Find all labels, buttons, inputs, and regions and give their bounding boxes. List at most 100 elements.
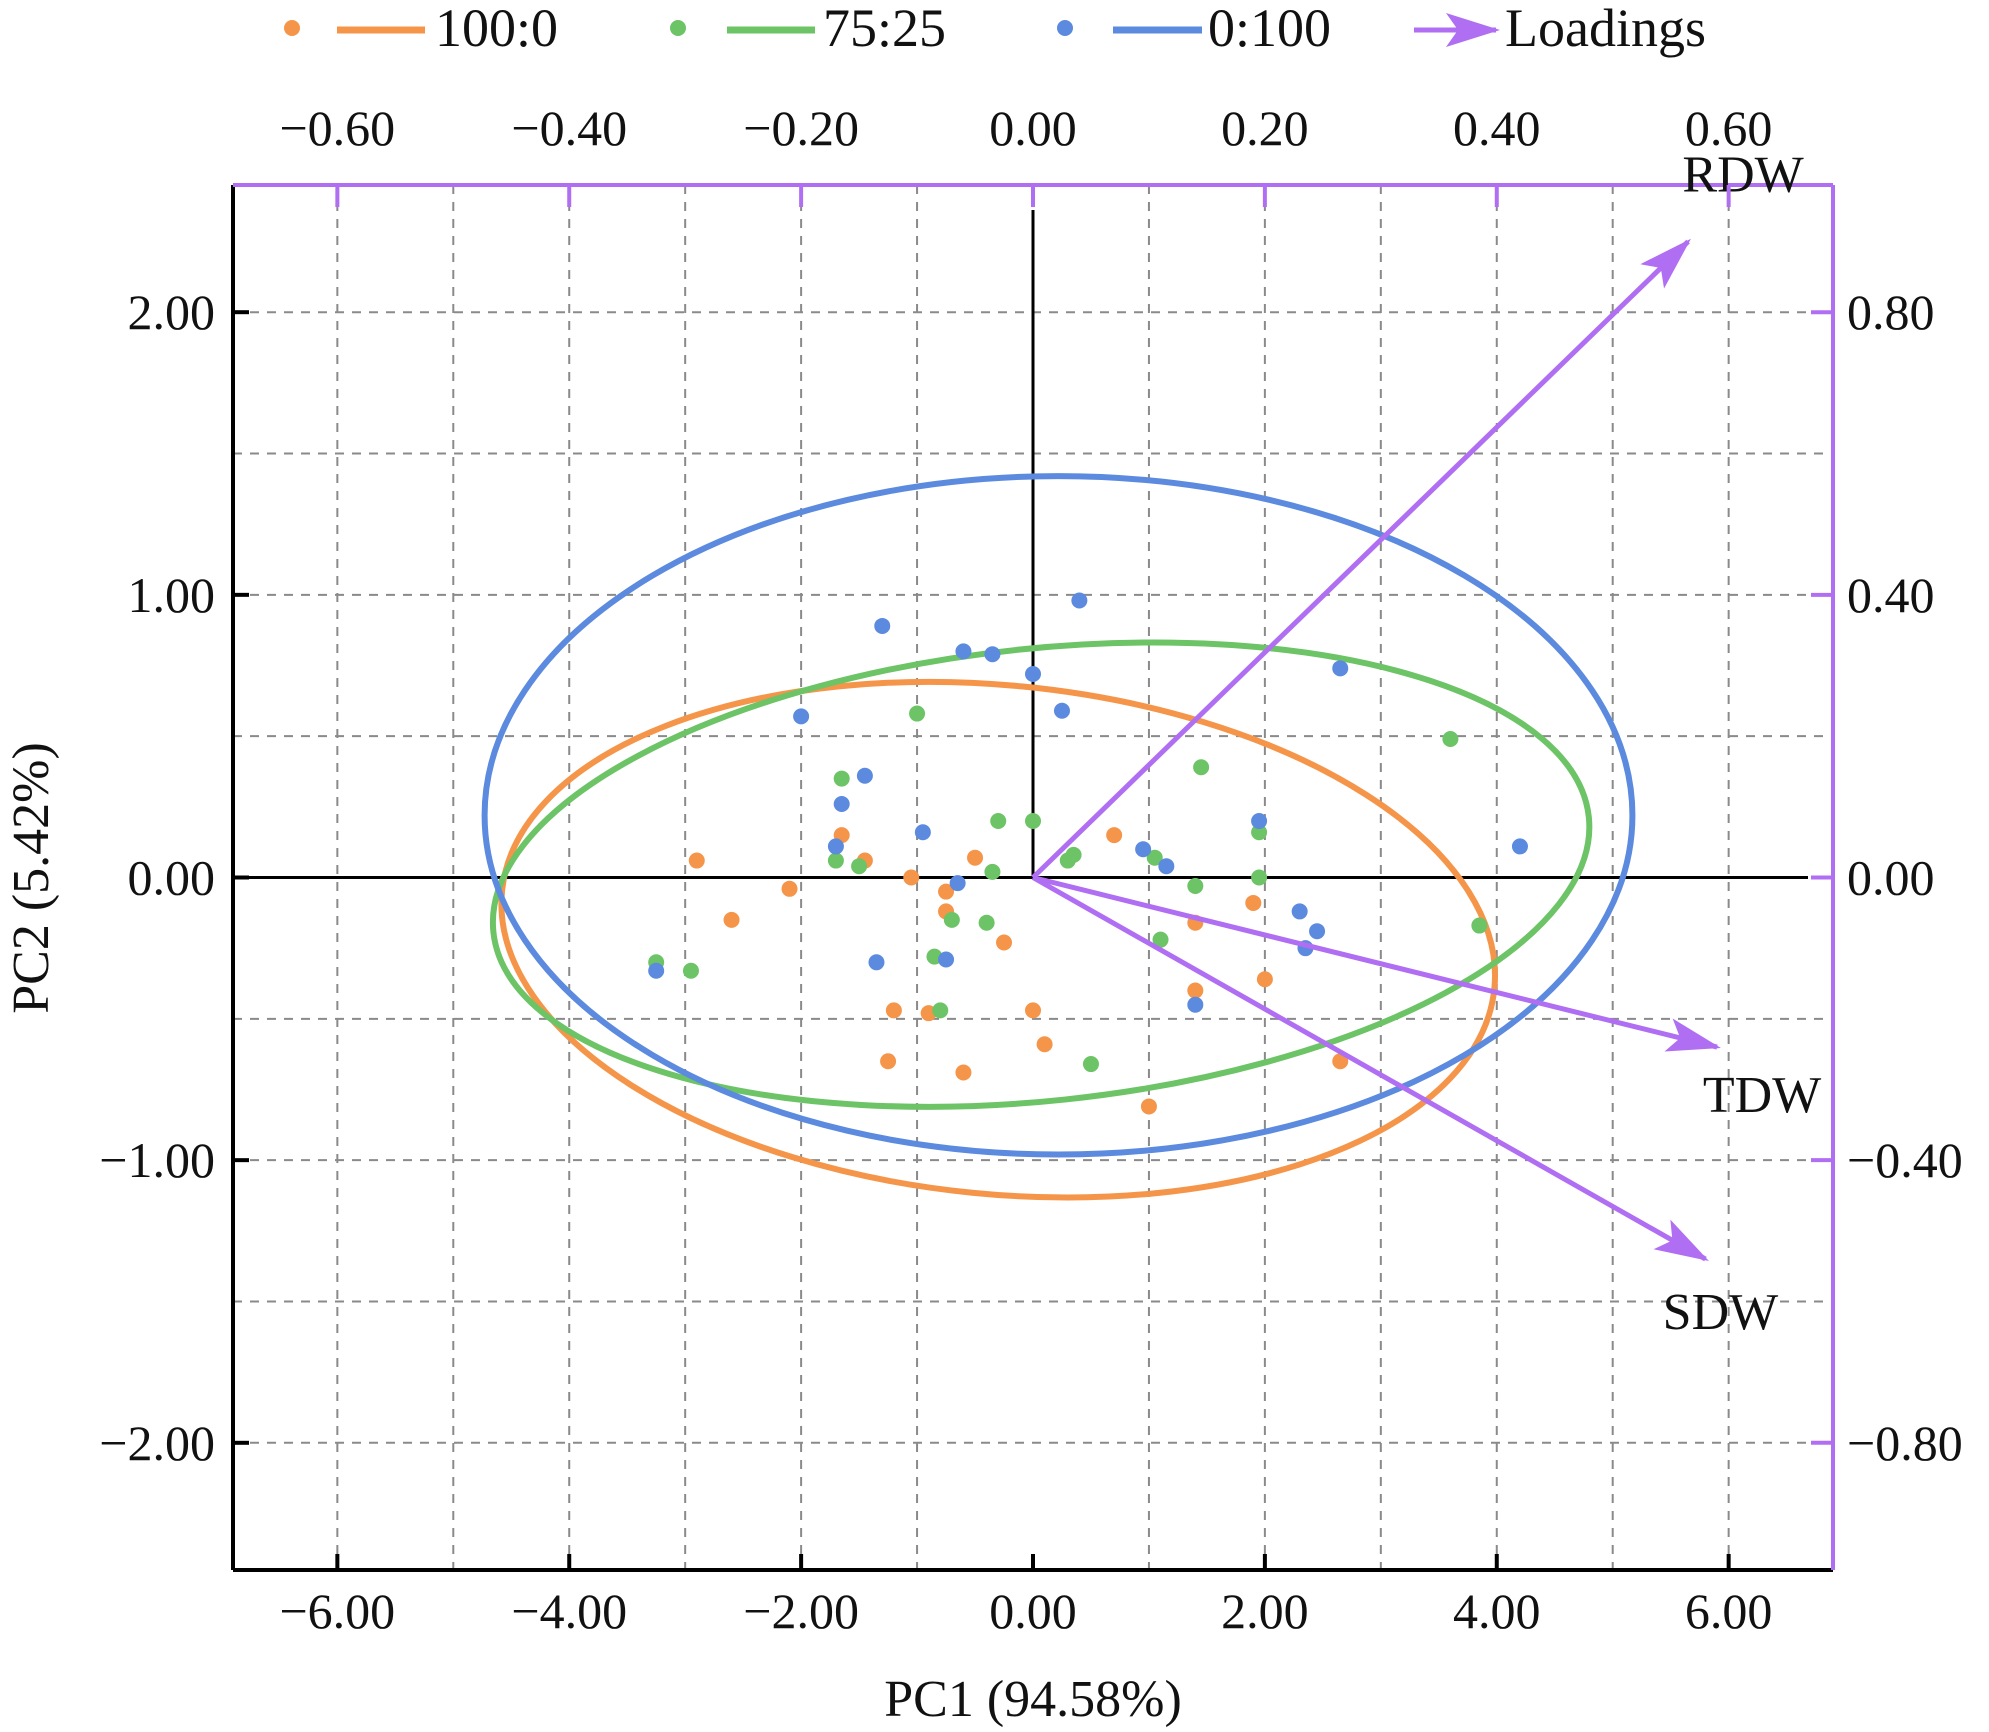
point-0-100 bbox=[868, 954, 885, 971]
point-100-0 bbox=[1025, 1002, 1041, 1019]
point-100-0 bbox=[1106, 827, 1123, 844]
point-0-100 bbox=[1309, 923, 1326, 940]
point-0-100 bbox=[1158, 858, 1175, 875]
point-75-25 bbox=[1471, 917, 1488, 934]
point-0-100 bbox=[1291, 903, 1308, 920]
point-75-25 bbox=[943, 911, 960, 928]
point-75-25 bbox=[851, 858, 868, 875]
loading-vectors: RDW TDW SDW bbox=[1031, 147, 1821, 1341]
x-axis-title: PC1 (94.58%) bbox=[884, 1671, 1182, 1728]
top-tick-label: 0.00 bbox=[989, 100, 1077, 156]
point-75-25 bbox=[978, 914, 995, 931]
confidence-ellipses bbox=[481, 473, 1636, 1201]
loading-label-tdw: TDW bbox=[1703, 1067, 1821, 1124]
point-100-0 bbox=[955, 1064, 972, 1081]
point-0-100 bbox=[1251, 812, 1268, 829]
point-0-100 bbox=[874, 617, 891, 634]
point-75-25 bbox=[909, 705, 926, 722]
point-0-100 bbox=[938, 951, 955, 968]
point-100-0 bbox=[938, 883, 955, 900]
x-tick-label: 0.00 bbox=[989, 1583, 1077, 1639]
score-points bbox=[648, 592, 1528, 1115]
y-tick-label: 2.00 bbox=[128, 284, 216, 340]
point-75-25 bbox=[833, 770, 850, 787]
point-100-0 bbox=[1036, 1036, 1053, 1053]
point-100-0 bbox=[1245, 894, 1262, 911]
loading-label-rdw: RDW bbox=[1682, 147, 1803, 204]
point-100-0 bbox=[880, 1053, 897, 1070]
point-100-0 bbox=[781, 880, 798, 897]
axis-ticks: −6.00 −4.00 −2.00 0.00 2.00 4.00 6.00 2.00 1.00 0… bbox=[99, 100, 1962, 1639]
loading-label-sdw: SDW bbox=[1663, 1284, 1779, 1341]
y-tick-label: 1.00 bbox=[128, 567, 216, 623]
legend-label-loadings: Loadings bbox=[1505, 0, 1706, 58]
right-tick-label: 0.00 bbox=[1847, 850, 1935, 906]
point-75-25 bbox=[1193, 759, 1210, 776]
y-axis-title: PC2 (5.42%) bbox=[3, 742, 60, 1014]
point-75-25 bbox=[990, 812, 1007, 829]
point-75-25 bbox=[1152, 931, 1169, 948]
point-75-25 bbox=[682, 962, 699, 979]
top-tick-label: −0.20 bbox=[743, 100, 859, 156]
point-75-25 bbox=[984, 863, 1001, 880]
legend-label-75-25: 75:25 bbox=[823, 0, 946, 58]
right-tick-label: 0.40 bbox=[1847, 567, 1935, 623]
point-0-100 bbox=[949, 875, 966, 892]
point-75-25 bbox=[1442, 731, 1459, 747]
x-tick-label: −4.00 bbox=[511, 1583, 627, 1639]
point-75-25 bbox=[827, 852, 844, 869]
legend-item-100-0: 100:0 bbox=[284, 0, 558, 58]
legend-item-loadings: Loadings bbox=[1414, 0, 1706, 58]
loading-arrow-sdw bbox=[1031, 875, 1709, 1262]
legend-item-75-25: 75:25 bbox=[670, 0, 946, 58]
ellipse-0-100 bbox=[481, 473, 1636, 1158]
point-75-25 bbox=[1187, 877, 1204, 894]
point-75-25 bbox=[932, 1002, 949, 1019]
top-tick-label: 0.60 bbox=[1685, 100, 1773, 156]
point-0-100 bbox=[856, 767, 873, 784]
point-100-0 bbox=[996, 934, 1013, 951]
point-0-100 bbox=[648, 962, 665, 979]
point-75-25 bbox=[1025, 812, 1041, 829]
point-0-100 bbox=[1053, 702, 1070, 719]
point-100-0 bbox=[1187, 982, 1204, 999]
point-0-100 bbox=[1332, 660, 1349, 677]
top-tick-label: −0.40 bbox=[511, 100, 627, 156]
x-tick-label: −6.00 bbox=[279, 1583, 395, 1639]
legend: 100:0 75:25 0:100 Loadings bbox=[284, 0, 1706, 58]
legend-label-100-0: 100:0 bbox=[435, 0, 558, 58]
point-75-25 bbox=[1251, 869, 1268, 886]
point-100-0 bbox=[885, 1002, 902, 1019]
top-tick-label: 0.40 bbox=[1453, 100, 1541, 156]
point-100-0 bbox=[1140, 1098, 1157, 1115]
right-tick-label: −0.80 bbox=[1847, 1415, 1963, 1471]
point-0-100 bbox=[1135, 841, 1152, 858]
y-tick-label: 0.00 bbox=[128, 850, 216, 906]
point-100-0 bbox=[1256, 971, 1273, 988]
loading-arrow-rdw bbox=[1031, 238, 1691, 880]
point-100-0 bbox=[967, 849, 984, 866]
ellipse-75-25 bbox=[489, 639, 1593, 1110]
right-tick-label: −0.40 bbox=[1847, 1132, 1963, 1188]
point-0-100 bbox=[793, 708, 810, 725]
point-0-100 bbox=[984, 646, 1001, 663]
right-tick-label: 0.80 bbox=[1847, 284, 1935, 340]
point-0-100 bbox=[1071, 592, 1088, 609]
x-tick-label: 6.00 bbox=[1685, 1583, 1773, 1639]
point-0-100 bbox=[1025, 665, 1041, 682]
point-75-25 bbox=[1065, 846, 1082, 863]
legend-item-0-100: 0:100 bbox=[1057, 0, 1331, 58]
point-100-0 bbox=[1332, 1053, 1349, 1070]
point-100-0 bbox=[723, 911, 740, 928]
x-tick-label: 4.00 bbox=[1453, 1583, 1541, 1639]
point-0-100 bbox=[833, 796, 850, 813]
point-75-25 bbox=[1251, 824, 1268, 841]
legend-marker-100-0 bbox=[284, 20, 300, 36]
y-tick-label: −1.00 bbox=[99, 1132, 215, 1188]
x-tick-label: 2.00 bbox=[1221, 1583, 1309, 1639]
top-tick-label: −0.60 bbox=[279, 100, 395, 156]
point-0-100 bbox=[1511, 838, 1528, 855]
point-100-0 bbox=[903, 869, 920, 886]
point-75-25 bbox=[1146, 849, 1163, 866]
